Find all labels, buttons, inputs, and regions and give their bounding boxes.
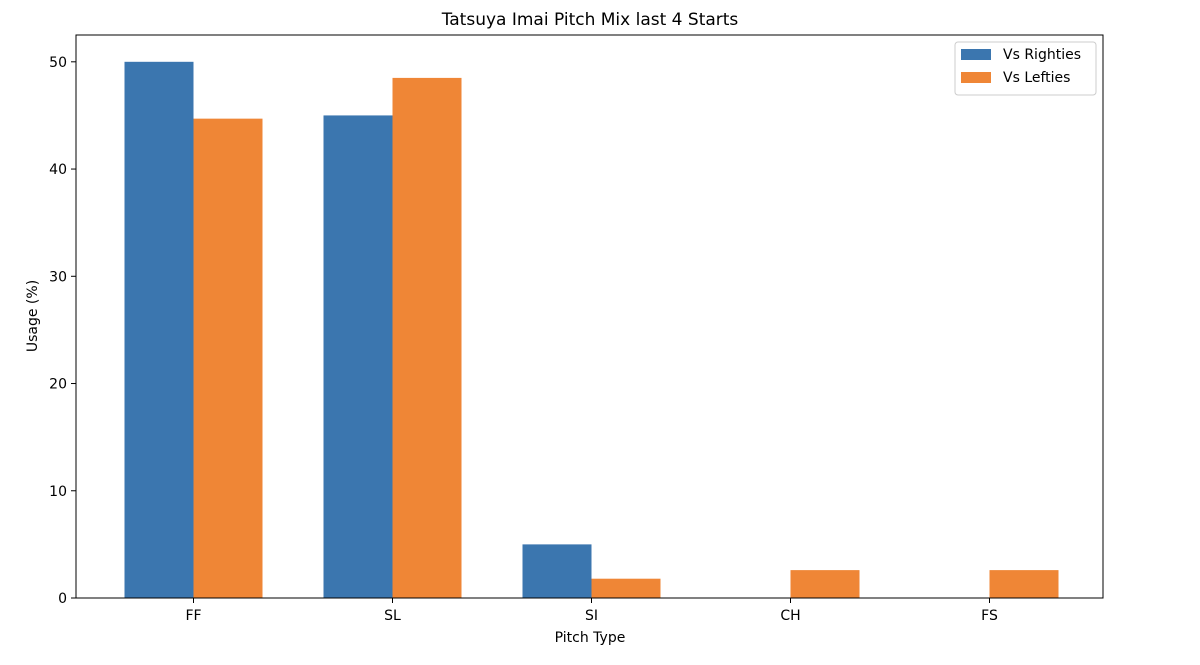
x-tick-label: SL (384, 608, 401, 624)
bar-sl-series-2 (392, 77, 462, 598)
x-axis: FF SL SI CH FS (185, 598, 998, 624)
x-tick-label: FS (981, 608, 998, 624)
y-tick-label: 20 (49, 377, 67, 393)
x-tick-label: CH (780, 608, 800, 624)
x-tick-label: SI (585, 608, 598, 624)
legend-swatch (961, 49, 991, 60)
x-tick-label: FF (185, 608, 201, 624)
bar-ff-series-1 (124, 61, 194, 599)
y-axis: 0 10 20 30 40 50 (49, 55, 76, 607)
legend-label: Vs Righties (1003, 47, 1081, 63)
y-tick-label: 30 (49, 269, 67, 285)
chart-title: Tatsuya Imai Pitch Mix last 4 Starts (441, 10, 739, 30)
y-tick-label: 10 (49, 484, 67, 500)
y-axis-label: Usage (%) (25, 280, 41, 352)
y-tick-label: 40 (49, 162, 67, 178)
bars-layer (124, 61, 1059, 599)
bar-ff-series-2 (193, 118, 263, 598)
bar-ch-series-2 (790, 570, 860, 598)
bar-sl-series-1 (323, 115, 393, 598)
x-axis-label: Pitch Type (555, 630, 626, 646)
y-tick-label: 0 (58, 591, 67, 607)
legend-label: Vs Lefties (1003, 70, 1070, 86)
bar-si-series-2 (591, 578, 661, 598)
legend-swatch (961, 72, 991, 83)
plot-frame (75, 34, 1104, 599)
bar-fs-series-2 (989, 570, 1059, 598)
y-tick-label: 50 (49, 55, 67, 71)
legend: Vs Righties Vs Lefties (954, 41, 1097, 96)
bar-si-series-1 (522, 544, 592, 598)
